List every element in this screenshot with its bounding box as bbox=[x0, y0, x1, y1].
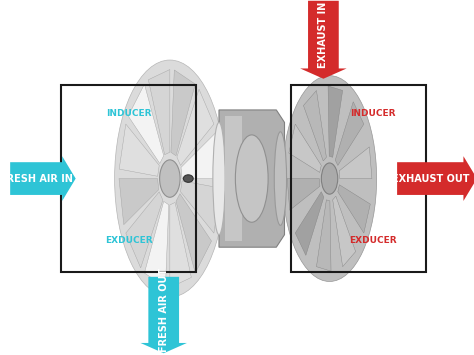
Polygon shape bbox=[10, 156, 76, 201]
Polygon shape bbox=[303, 91, 327, 161]
Text: EXDUCER: EXDUCER bbox=[105, 236, 153, 245]
Text: EXHAUST IN: EXHAUST IN bbox=[319, 1, 328, 68]
Bar bbox=[291, 85, 426, 272]
Polygon shape bbox=[338, 185, 370, 233]
Polygon shape bbox=[335, 102, 364, 165]
Ellipse shape bbox=[115, 60, 225, 297]
Ellipse shape bbox=[283, 76, 377, 282]
Polygon shape bbox=[148, 70, 170, 155]
Ellipse shape bbox=[236, 135, 268, 222]
Polygon shape bbox=[397, 156, 474, 201]
Text: EXHAUST OUT: EXHAUST OUT bbox=[392, 174, 469, 184]
Polygon shape bbox=[328, 86, 343, 157]
Ellipse shape bbox=[321, 163, 338, 194]
Polygon shape bbox=[317, 200, 331, 271]
Polygon shape bbox=[177, 89, 214, 165]
Polygon shape bbox=[119, 124, 159, 176]
Polygon shape bbox=[119, 179, 159, 225]
Polygon shape bbox=[333, 196, 356, 267]
Ellipse shape bbox=[213, 122, 225, 235]
Polygon shape bbox=[339, 147, 372, 179]
Text: INDUCER: INDUCER bbox=[106, 109, 152, 118]
Bar bbox=[61, 85, 196, 272]
Polygon shape bbox=[181, 132, 221, 179]
Polygon shape bbox=[287, 179, 320, 210]
Polygon shape bbox=[219, 110, 284, 247]
Text: EXDUCER: EXDUCER bbox=[349, 236, 396, 245]
Polygon shape bbox=[170, 202, 191, 288]
Polygon shape bbox=[300, 1, 346, 79]
Text: INDUCER: INDUCER bbox=[350, 109, 395, 118]
Ellipse shape bbox=[160, 160, 180, 197]
Polygon shape bbox=[128, 84, 164, 163]
Text: FRESH AIR IN: FRESH AIR IN bbox=[0, 174, 73, 184]
Bar bbox=[225, 116, 242, 241]
Polygon shape bbox=[289, 124, 321, 173]
Polygon shape bbox=[126, 192, 163, 268]
Circle shape bbox=[183, 175, 193, 182]
Polygon shape bbox=[181, 181, 220, 233]
Polygon shape bbox=[295, 192, 324, 255]
Ellipse shape bbox=[274, 132, 287, 225]
Polygon shape bbox=[176, 194, 211, 273]
Polygon shape bbox=[145, 201, 169, 287]
Polygon shape bbox=[140, 277, 187, 353]
Polygon shape bbox=[171, 70, 195, 156]
Text: FRESH AIR OUT: FRESH AIR OUT bbox=[159, 268, 169, 352]
